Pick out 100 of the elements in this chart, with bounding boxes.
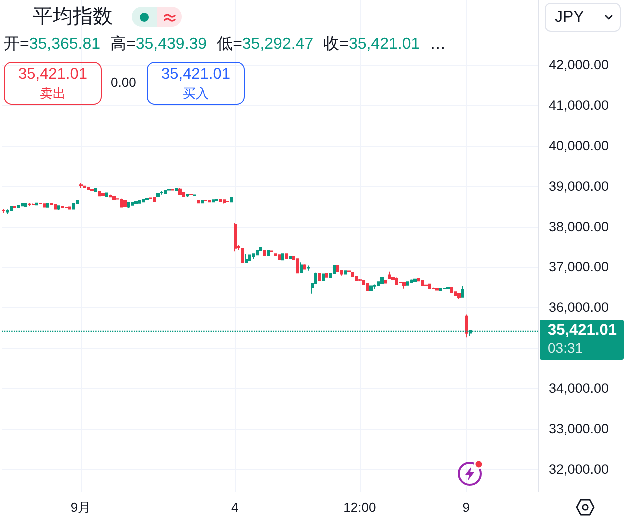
candlestick bbox=[351, 272, 354, 278]
candlestick bbox=[83, 185, 86, 189]
candlestick bbox=[178, 188, 182, 196]
y-tick-label: 32,000.00 bbox=[549, 462, 610, 477]
candlestick bbox=[90, 189, 94, 192]
annotation: 卖出 bbox=[40, 84, 66, 102]
candlestick bbox=[384, 280, 387, 284]
candlestick bbox=[127, 202, 130, 208]
candlestick bbox=[256, 250, 259, 256]
annotation: 开=35,365.81 bbox=[4, 36, 101, 53]
candlestick bbox=[46, 202, 49, 208]
y-tick-label: 34,000.00 bbox=[549, 381, 610, 396]
x-tick-label: 4 bbox=[232, 500, 239, 515]
candlestick bbox=[215, 198, 218, 202]
candlestick bbox=[2, 208, 5, 214]
candlestick bbox=[465, 314, 468, 338]
candlestick bbox=[303, 264, 306, 270]
candlestick bbox=[388, 271, 391, 280]
annotation: 35,421.01 bbox=[162, 64, 230, 84]
candlestick bbox=[57, 205, 60, 211]
y-tick-label: 41,000.00 bbox=[549, 98, 610, 114]
candlestick bbox=[344, 270, 347, 275]
candlestick bbox=[373, 284, 376, 290]
candlestick bbox=[208, 200, 211, 203]
candlestick bbox=[296, 258, 299, 274]
candlestick bbox=[285, 253, 288, 260]
candlestick bbox=[450, 287, 453, 294]
y-tick-label: 37,000.00 bbox=[549, 260, 610, 275]
candlestick bbox=[421, 280, 424, 287]
candlestick bbox=[94, 188, 97, 193]
candlestick bbox=[446, 286, 450, 290]
candlestick bbox=[68, 206, 71, 210]
y-tick-label: 39,000.00 bbox=[549, 178, 610, 194]
candlestick bbox=[267, 250, 270, 256]
candlestick bbox=[112, 196, 116, 200]
annotation: … bbox=[430, 35, 446, 55]
candlestick bbox=[413, 278, 417, 283]
candlestick bbox=[278, 254, 281, 261]
candlestick bbox=[461, 286, 464, 298]
candlestick bbox=[428, 284, 431, 290]
candlestick bbox=[164, 190, 167, 194]
candlestick bbox=[435, 288, 439, 291]
candlestick bbox=[186, 194, 189, 198]
candlestick bbox=[259, 246, 262, 252]
candlestick bbox=[105, 192, 108, 198]
y-tick-label: 38,000.00 bbox=[549, 219, 610, 234]
candlestick bbox=[17, 204, 20, 209]
candlestick bbox=[134, 201, 138, 205]
candlestick bbox=[50, 202, 53, 206]
candlestick bbox=[395, 277, 398, 286]
candlestick bbox=[380, 276, 384, 284]
candlestick bbox=[454, 291, 457, 297]
annotation: 收=35,421.01 bbox=[324, 36, 420, 53]
candlestick bbox=[274, 253, 277, 257]
x-tick-label: 12:00 bbox=[344, 500, 376, 515]
candlestick bbox=[281, 253, 284, 261]
annotation: 买入 bbox=[183, 84, 209, 102]
candlestick bbox=[79, 182, 83, 188]
candlestick bbox=[223, 199, 226, 204]
candlestick bbox=[439, 288, 442, 292]
candlestick bbox=[123, 200, 127, 208]
candlestick bbox=[35, 202, 38, 206]
candlestick bbox=[54, 204, 57, 210]
candlestick bbox=[175, 188, 178, 192]
candlestick bbox=[120, 198, 123, 208]
candlestick bbox=[138, 200, 141, 204]
candlestick bbox=[197, 200, 200, 204]
candlestick bbox=[109, 194, 112, 198]
candlestick bbox=[160, 190, 163, 196]
text: 03:31 bbox=[548, 340, 584, 358]
candlestick bbox=[432, 287, 435, 290]
annotation: 高=35,439.39 bbox=[110, 36, 208, 53]
annotation: 低=35,292.47 bbox=[217, 36, 314, 53]
candlestick bbox=[245, 254, 248, 264]
y-tick-label: 36,000.00 bbox=[549, 300, 610, 316]
candlestick bbox=[336, 264, 339, 273]
candlestick bbox=[248, 254, 251, 262]
candlestick bbox=[406, 281, 409, 286]
x-tick-label: 9月 bbox=[70, 500, 92, 515]
candlestick bbox=[72, 202, 75, 210]
x-tick-label: 9 bbox=[462, 500, 470, 515]
candlestick bbox=[182, 192, 185, 198]
candlestick bbox=[325, 272, 328, 278]
candlestick bbox=[61, 206, 64, 208]
candlestick bbox=[410, 279, 413, 284]
candlestick bbox=[369, 286, 373, 292]
candlestick bbox=[358, 278, 362, 282]
candlestick bbox=[101, 192, 105, 196]
candlestick bbox=[252, 253, 255, 260]
candlestick bbox=[289, 256, 292, 260]
candlestick bbox=[457, 293, 461, 300]
candlestick bbox=[402, 282, 406, 290]
candlestick bbox=[300, 262, 303, 274]
candlestick bbox=[98, 191, 101, 197]
candlestick bbox=[13, 206, 16, 209]
candlestick bbox=[333, 265, 336, 274]
candlestick bbox=[219, 198, 222, 202]
candlestick bbox=[32, 203, 35, 206]
currency-dropdown: JPY bbox=[545, 3, 621, 32]
candlestick bbox=[21, 202, 24, 208]
